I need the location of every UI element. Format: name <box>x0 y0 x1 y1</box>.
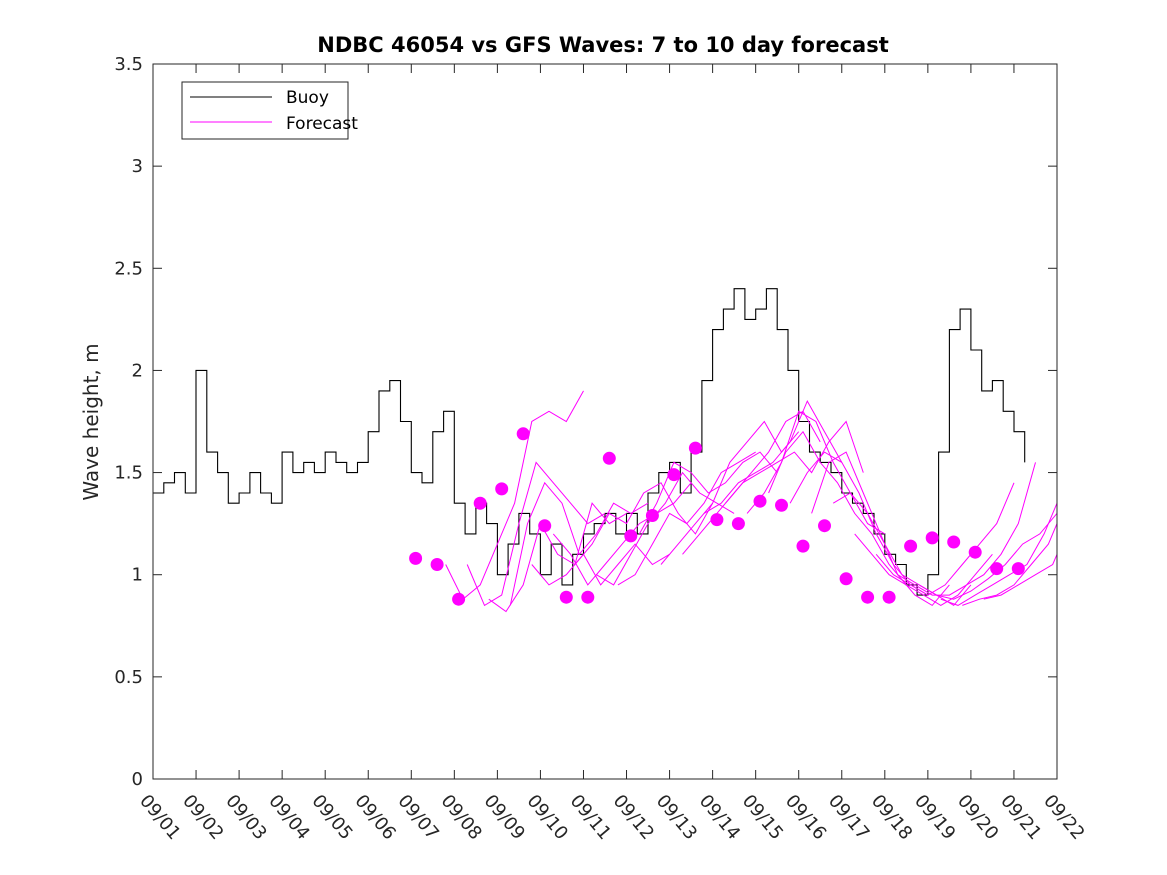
forecast-series-line-13 <box>703 399 843 514</box>
forecast-series-line-5 <box>531 543 670 586</box>
forecast-series-line-22 <box>897 462 1036 596</box>
forecast-marker-point <box>559 590 573 604</box>
forecast-marker-point <box>731 517 745 531</box>
forecast-series-line-6 <box>552 482 692 586</box>
forecast-marker-point <box>925 531 939 545</box>
forecast-marker-point <box>904 539 918 553</box>
forecast-marker-point <box>473 496 487 510</box>
forecast-marker-point <box>775 498 788 512</box>
forecast-marker-point <box>882 590 896 604</box>
forecast-marker-point <box>796 539 810 553</box>
forecast-series-line-17 <box>789 451 929 596</box>
legend-box <box>181 81 349 140</box>
forecast-series-line-7 <box>574 482 714 565</box>
forecast-marker-point <box>947 535 961 549</box>
forecast-series-line-26 <box>983 554 1057 600</box>
forecast-marker-point <box>538 519 552 533</box>
legend: Buoy Forecast <box>181 81 358 140</box>
forecast-marker-point <box>990 562 1004 576</box>
legend-label-forecast: Forecast <box>286 114 358 134</box>
forecast-marker-point <box>710 513 724 527</box>
y-tick-label: 0.5 <box>114 667 143 688</box>
forecast-marker-point <box>495 482 509 496</box>
forecast-marker-point <box>753 494 767 508</box>
forecast-marker-point <box>409 551 423 565</box>
forecast-marker-point <box>645 509 659 522</box>
forecast-series-line-24 <box>940 503 1057 606</box>
forecast-series-line-21 <box>875 482 1015 596</box>
forecast-series-line-18 <box>811 451 950 607</box>
forecast-marker-point <box>688 441 702 455</box>
y-tick-label: 1 <box>132 565 143 586</box>
forecast-marker-point <box>1011 562 1025 576</box>
forecast-series-line-16 <box>768 430 907 586</box>
y-tick-label: 3 <box>132 156 143 177</box>
forecast-marker-point <box>516 427 530 441</box>
legend-label-buoy: Buoy <box>286 88 329 108</box>
forecast-series-line-9 <box>617 451 756 586</box>
forecast-marker-point <box>602 451 616 465</box>
y-tick-label: 2 <box>132 360 143 381</box>
chart-title: NDBC 46054 vs GFS Waves: 7 to 10 day for… <box>317 33 888 57</box>
y-tick-label: 1.5 <box>114 463 143 484</box>
forecast-series-line-25 <box>962 523 1057 606</box>
y-tick-label: 3.5 <box>114 54 143 75</box>
forecast-series-line-20 <box>854 533 993 606</box>
forecast-marker-point <box>452 592 466 606</box>
forecast-series-line-2 <box>466 461 606 607</box>
forecast-series-line-11 <box>660 420 800 565</box>
forecast-marker-point <box>430 558 444 571</box>
forecast-marker-point <box>624 529 638 543</box>
forecast-marker-point <box>968 545 982 559</box>
forecast-series-line-8 <box>596 471 735 586</box>
forecast-marker-point <box>581 590 595 604</box>
plot-area <box>153 288 1057 613</box>
y-tick-label: 2.5 <box>114 258 143 279</box>
y-axis-label: Wave height, m <box>79 343 103 500</box>
forecast-marker-point <box>861 590 875 604</box>
forecast-series-line-15 <box>746 410 886 535</box>
forecast-marker-point <box>667 468 681 482</box>
forecast-series-line-3 <box>488 502 627 613</box>
forecast-series-line-23 <box>918 513 1057 600</box>
forecast-marker-point <box>818 519 831 533</box>
forecast-series-line-4 <box>509 481 649 606</box>
axes-box <box>152 63 1058 780</box>
y-tick-label: 0 <box>132 769 143 790</box>
forecast-marker-point <box>839 572 853 586</box>
forecast-series-line-1 <box>445 390 584 600</box>
forecast-series-line-10 <box>638 451 778 535</box>
forecast-series-line-14 <box>725 420 864 504</box>
